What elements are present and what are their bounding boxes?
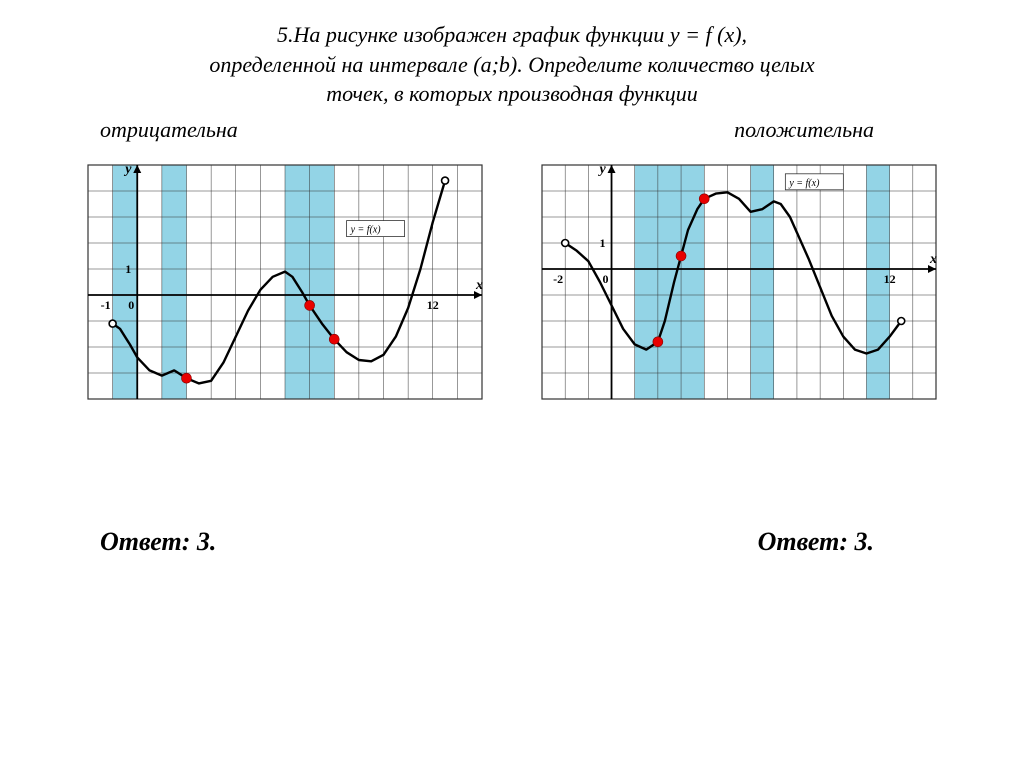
svg-text:y: y: [598, 162, 607, 177]
svg-text:-1: -1: [101, 298, 111, 312]
title-line-2: определенной на интервале (a;b). Определ…: [209, 52, 814, 77]
svg-text:x: x: [929, 252, 937, 267]
svg-text:0: 0: [603, 272, 609, 286]
label-negative: отрицательна: [100, 117, 238, 143]
svg-text:y = f(x): y = f(x): [788, 178, 820, 189]
svg-text:y = f(x): y = f(x): [350, 225, 382, 236]
svg-text:12: 12: [884, 272, 896, 286]
svg-text:x: x: [475, 278, 483, 293]
title-line-1: 5.На рисунке изображен график функции y …: [277, 22, 747, 47]
sub-labels: отрицательна положительна: [40, 117, 984, 143]
charts-row: y x -1 0 12 1 y = f(x) y x -2 0 12 1 y = f(x): [40, 147, 984, 417]
answers-row: Ответ: 3. Ответ: 3.: [40, 527, 984, 557]
svg-text:-2: -2: [553, 272, 563, 286]
svg-text:12: 12: [427, 298, 439, 312]
problem-title: 5.На рисунке изображен график функции y …: [40, 20, 984, 109]
label-positive: положительна: [734, 117, 874, 143]
title-line-3: точек, в которых производная функции: [326, 81, 698, 106]
answer-left: Ответ: 3.: [100, 527, 216, 557]
chart-left: y x -1 0 12 1 y = f(x): [70, 147, 500, 417]
svg-text:1: 1: [600, 236, 606, 250]
svg-text:y: y: [123, 162, 132, 177]
svg-text:0: 0: [128, 298, 134, 312]
chart-right: y x -2 0 12 1 y = f(x): [524, 147, 954, 417]
answer-right: Ответ: 3.: [758, 527, 874, 557]
svg-text:1: 1: [125, 262, 131, 276]
